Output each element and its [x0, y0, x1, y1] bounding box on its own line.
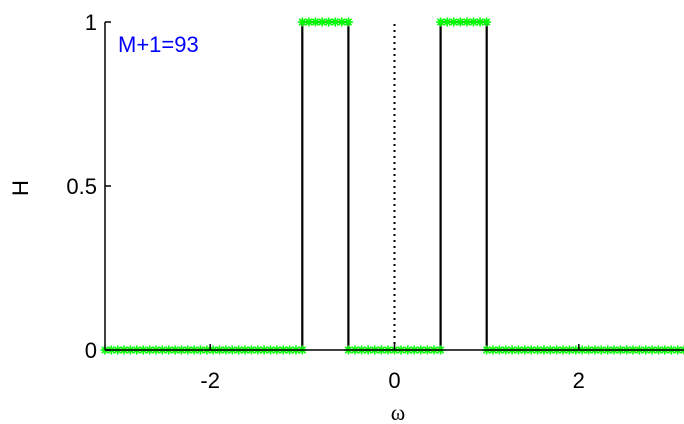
sample-marker: [482, 17, 492, 27]
sample-marker: [311, 17, 321, 27]
x-tick-label: -2: [200, 368, 220, 393]
x-tick-label: 0: [388, 368, 400, 393]
x-tick-label: 2: [573, 368, 585, 393]
sample-marker: [343, 17, 353, 27]
plot-area: [100, 17, 684, 355]
y-axis-label: H: [8, 180, 33, 196]
ticks: -2 0 2 0 0.5 1: [66, 10, 585, 393]
y-tick-label: 0: [85, 338, 97, 363]
sample-marker: [330, 17, 340, 27]
y-tick-label: 1: [85, 10, 97, 35]
chart-annotation: M+1=93: [118, 32, 199, 57]
y-tick-label: 0.5: [66, 174, 97, 199]
sample-marker: [297, 17, 307, 27]
x-axis-label: ω: [391, 400, 405, 424]
